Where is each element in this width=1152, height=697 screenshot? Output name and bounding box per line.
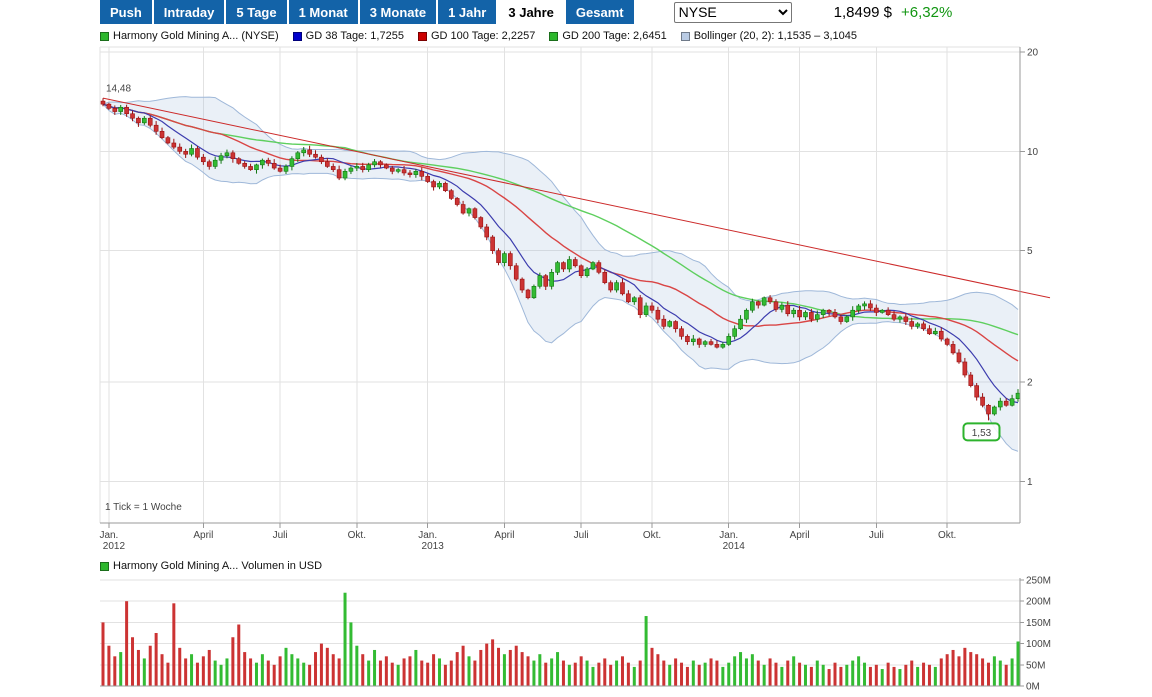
bollinger-band [102,96,1019,452]
exchange-select[interactable]: NYSE [673,1,792,23]
range-button-5-tage[interactable]: 5 Tage [226,0,287,24]
svg-text:April: April [494,530,514,541]
price-grid [99,46,1020,523]
volume-grid [100,579,1020,666]
svg-text:Okt.: Okt. [643,530,661,541]
low-label: 1,53 [972,428,992,439]
svg-text:2013: 2013 [422,541,445,552]
price-chart-legend: Harmony Gold Mining A... (NYSE) GD 38 Ta… [100,30,857,42]
bollinger-swatch-icon [680,31,690,41]
price-annotations: 14,48 1,53 1 Tick = 1 Woche [105,83,1001,513]
svg-text:April: April [790,530,810,541]
legend-item-bollinger: Bollinger (20, 2): 1,1535 – 3,1045 [680,30,857,42]
price-axes [100,47,1025,528]
gd38-line [102,103,1019,404]
svg-text:150M: 150M [1026,618,1051,629]
svg-text:200M: 200M [1026,597,1051,608]
gd100-line [102,103,1019,362]
range-button-push[interactable]: Push [100,0,152,24]
low-callout-box [962,422,1001,442]
legend-label: Bollinger (20, 2): 1,1535 – 3,1045 [693,30,857,42]
range-button-1-monat[interactable]: 1 Monat [288,0,358,24]
legend-item-gd100: GD 100 Tage: 2,2257 [417,30,536,42]
svg-text:10: 10 [1027,147,1039,158]
gd200-swatch-icon [549,31,559,41]
svg-text:Juli: Juli [574,530,589,541]
svg-text:2014: 2014 [723,541,746,552]
svg-text:Jan.: Jan. [418,530,437,541]
svg-text:Juli: Juli [273,530,288,541]
moving-averages [102,103,1019,404]
gd200-line [102,103,1019,336]
svg-text:2012: 2012 [103,541,126,552]
range-toolbar: Push Intraday 5 Tage 1 Monat 3 Monate 1 … [100,0,952,24]
start-high-label: 14,48 [106,83,131,94]
gd100-swatch-icon [417,31,427,41]
svg-text:5: 5 [1027,246,1033,257]
legend-label: GD 38 Tage: 1,7255 [305,30,404,42]
svg-text:April: April [193,530,213,541]
legend-label: GD 100 Tage: 2,2257 [430,30,536,42]
trendline [102,97,1051,299]
range-button-1-jahr[interactable]: 1 Jahr [438,0,497,24]
volume-bars [101,592,1020,686]
svg-text:250M: 250M [1026,576,1051,587]
volume-axes [100,578,1024,687]
range-button-gesamt[interactable]: Gesamt [565,0,634,24]
candles [100,98,1021,421]
price-change: +6,32% [901,3,953,21]
legend-item-stock: Harmony Gold Mining A... (NYSE) [100,30,279,42]
legend-label: Harmony Gold Mining A... Volumen in USD [113,560,323,572]
tick-note: 1 Tick = 1 Woche [105,502,182,513]
volume-chart: 250M 200M 150M 100M 50M 0M [100,576,1051,693]
volume-swatch-icon [100,561,109,571]
volume-chart-legend: Harmony Gold Mining A... Volumen in USD [100,560,322,572]
range-button-3-monate[interactable]: 3 Monate [359,0,437,24]
svg-text:Okt.: Okt. [348,530,366,541]
range-button-3-jahre[interactable]: 3 Jahre [498,0,564,24]
legend-item-gd38: GD 38 Tage: 1,7255 [292,30,404,42]
stock-swatch-icon [100,31,109,41]
svg-text:Jan.: Jan. [719,530,738,541]
price-value: 1,8499 $ [833,3,893,21]
volume-axis-labels: 250M 200M 150M 100M 50M 0M [1026,576,1051,693]
svg-text:0M: 0M [1026,682,1040,693]
legend-item-volume: Harmony Gold Mining A... Volumen in USD [100,560,322,572]
svg-text:1: 1 [1027,477,1033,488]
gd38-swatch-icon [292,31,302,41]
legend-label: Harmony Gold Mining A... (NYSE) [113,30,279,42]
legend-item-gd200: GD 200 Tage: 2,6451 [549,30,667,42]
legend-label: GD 200 Tage: 2,6451 [562,30,667,42]
range-button-intraday[interactable]: Intraday [153,0,225,24]
svg-text:20: 20 [1027,48,1039,59]
svg-text:50M: 50M [1026,660,1045,671]
svg-text:2: 2 [1027,378,1033,389]
svg-text:Okt.: Okt. [938,530,956,541]
svg-text:100M: 100M [1026,639,1051,650]
svg-text:Jan.: Jan. [99,530,118,541]
svg-text:Juli: Juli [869,530,884,541]
